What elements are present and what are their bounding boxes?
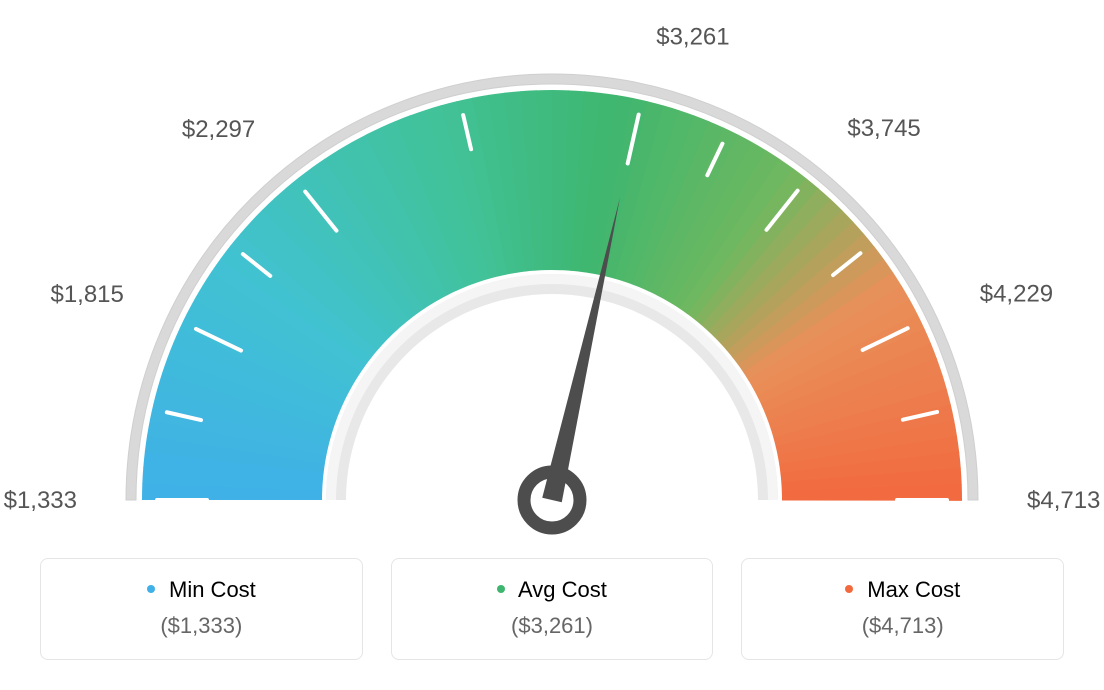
- legend-row: Min Cost ($1,333) Avg Cost ($3,261) Max …: [40, 558, 1064, 660]
- legend-title-max: Max Cost: [752, 577, 1053, 603]
- svg-text:$3,261: $3,261: [656, 24, 729, 51]
- legend-card-min: Min Cost ($1,333): [40, 558, 363, 660]
- svg-text:$1,815: $1,815: [50, 281, 123, 308]
- dot-icon: [147, 585, 155, 593]
- svg-text:$4,229: $4,229: [980, 280, 1053, 307]
- legend-card-max: Max Cost ($4,713): [741, 558, 1064, 660]
- legend-value-max: ($4,713): [752, 613, 1053, 639]
- legend-title-avg: Avg Cost: [402, 577, 703, 603]
- svg-text:$4,713: $4,713: [1027, 487, 1100, 514]
- legend-title-min-text: Min Cost: [169, 577, 256, 602]
- chart-container: $1,333 $1,815 $2,297 $3,261 $3,745 $4,229 $4,7…: [0, 0, 1104, 690]
- gauge-chart: $1,333 $1,815 $2,297 $3,261 $3,745 $4,229 $4,7…: [0, 0, 1104, 560]
- dot-icon: [845, 585, 853, 593]
- svg-text:$3,745: $3,745: [847, 115, 920, 142]
- legend-title-max-text: Max Cost: [867, 577, 960, 602]
- legend-card-avg: Avg Cost ($3,261): [391, 558, 714, 660]
- legend-title-avg-text: Avg Cost: [518, 577, 607, 602]
- dot-icon: [497, 585, 505, 593]
- legend-value-min: ($1,333): [51, 613, 352, 639]
- legend-title-min: Min Cost: [51, 577, 352, 603]
- svg-text:$1,333: $1,333: [4, 487, 77, 514]
- legend-value-avg: ($3,261): [402, 613, 703, 639]
- svg-text:$2,297: $2,297: [182, 116, 255, 143]
- gauge-svg: $1,333 $1,815 $2,297 $3,261 $3,745 $4,229 $4,7…: [0, 0, 1104, 560]
